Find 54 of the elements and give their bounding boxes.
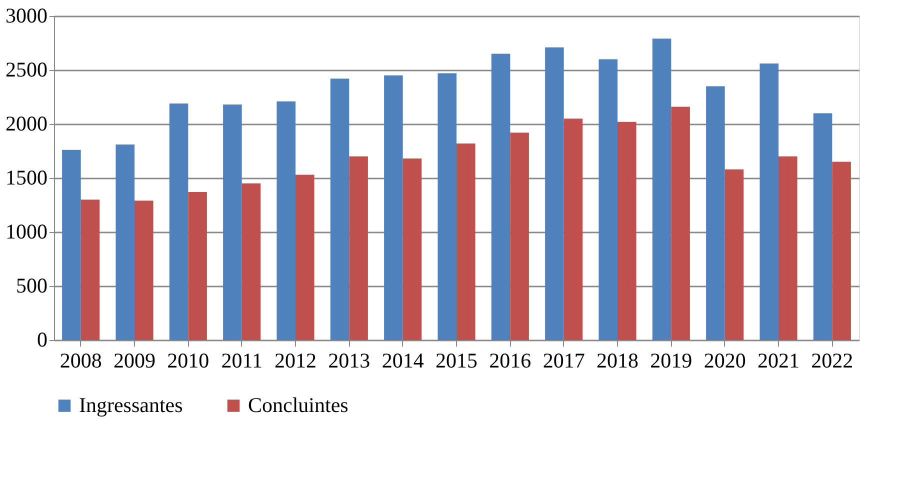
bar: [384, 75, 403, 340]
y-tick-label: 2000: [6, 112, 48, 136]
bar: [671, 106, 690, 340]
bar: [652, 38, 672, 340]
bar: [223, 104, 242, 340]
bar: [62, 150, 81, 340]
bar: [169, 103, 188, 340]
bar: [760, 64, 778, 340]
bar: [706, 86, 725, 340]
bar: [402, 158, 422, 340]
x-tick-label: 2019: [650, 348, 692, 372]
y-tick-label: 500: [16, 274, 48, 298]
bar: [813, 113, 832, 340]
x-tick-label: 2012: [274, 348, 316, 372]
bar: [242, 183, 261, 340]
bar: [491, 54, 510, 340]
y-tick-label: 1000: [6, 220, 48, 244]
x-tick-label: 2016: [489, 348, 532, 372]
bar: [778, 156, 798, 340]
y-tick-label: 1500: [6, 166, 48, 190]
x-tick-label: 2022: [811, 348, 854, 372]
bar: [116, 144, 134, 340]
bar: [510, 132, 529, 340]
bar: [296, 174, 314, 340]
bar: [438, 73, 456, 340]
y-tick-label: 0: [37, 328, 48, 352]
bar: [545, 47, 564, 340]
bar: [564, 118, 583, 340]
x-tick-label: 2021: [758, 348, 800, 372]
bar: [832, 162, 851, 340]
bar: [134, 200, 154, 340]
x-tick-label: 2015: [436, 348, 478, 372]
x-tick-label: 2020: [704, 348, 746, 372]
x-tick-label: 2017: [542, 348, 585, 372]
bar: [188, 192, 207, 340]
x-tick-label: 2011: [221, 348, 262, 372]
x-tick-label: 2018: [596, 348, 638, 372]
bar: [456, 143, 476, 340]
x-tick-label: 2010: [167, 348, 210, 372]
bar: [276, 101, 296, 340]
bar: [349, 156, 368, 340]
bar: [618, 122, 636, 340]
x-tick-label: 2008: [60, 348, 102, 372]
x-tick-label: 2014: [382, 348, 424, 372]
y-tick-label: 2500: [6, 58, 48, 82]
x-tick-label: 2013: [328, 348, 370, 372]
bar: [80, 200, 100, 340]
bar: [724, 169, 744, 340]
bar: [598, 59, 618, 340]
x-tick-label: 2009: [114, 348, 156, 372]
y-tick-label: 3000: [6, 4, 48, 28]
legend-label: Ingressantes: [79, 392, 183, 417]
legend-label: Concluintes: [248, 392, 348, 417]
bar: [330, 78, 350, 340]
